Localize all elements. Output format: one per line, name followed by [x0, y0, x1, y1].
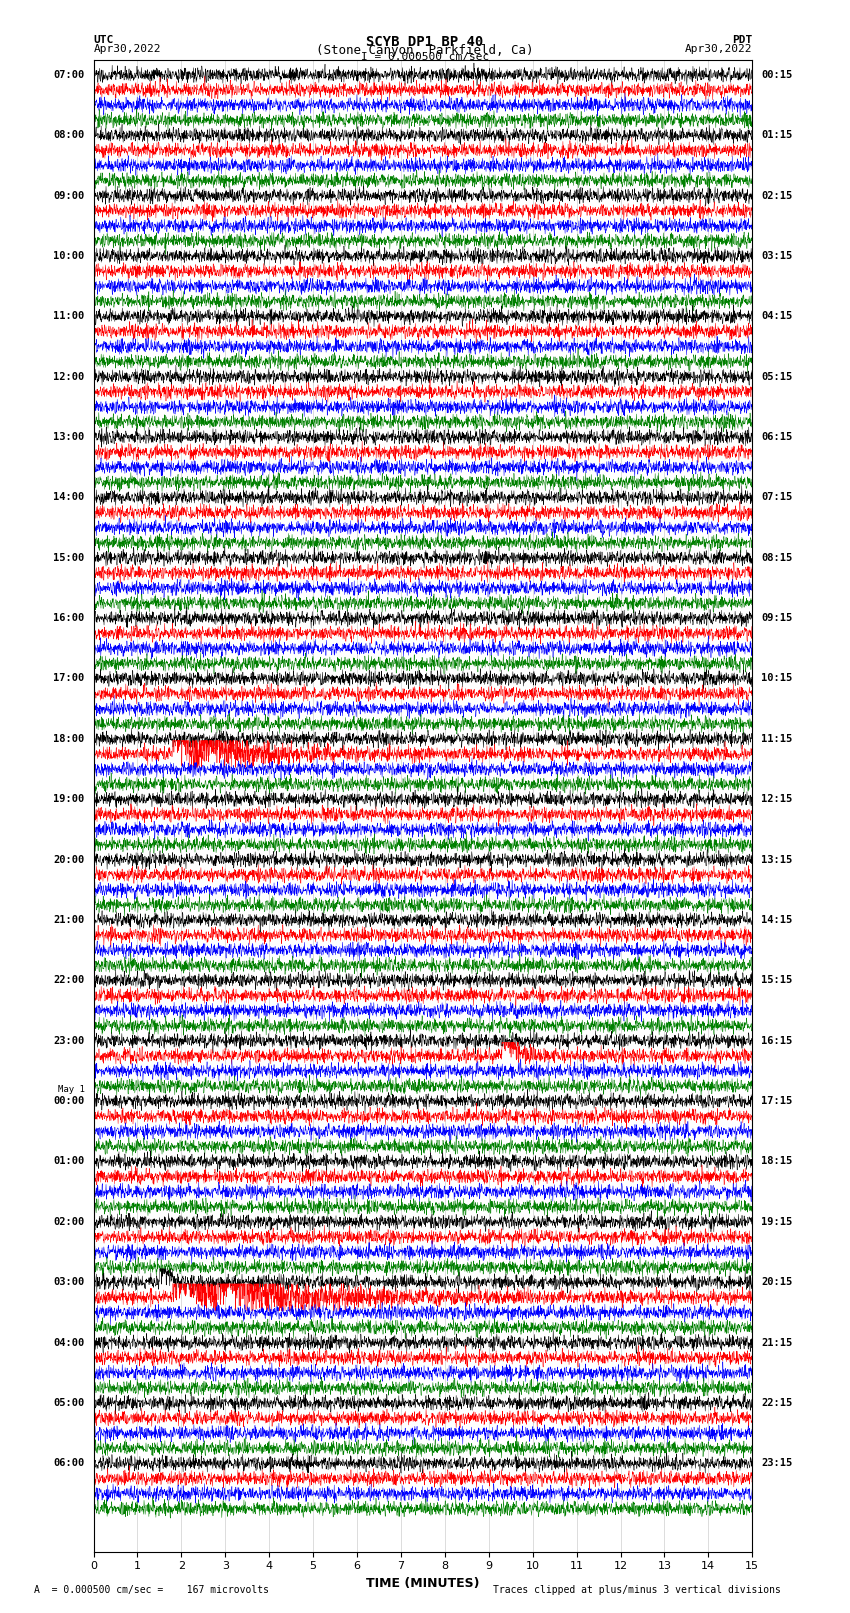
Text: 00:00: 00:00 — [54, 1097, 85, 1107]
Text: 05:15: 05:15 — [761, 371, 792, 382]
X-axis label: TIME (MINUTES): TIME (MINUTES) — [366, 1578, 479, 1590]
Text: 11:15: 11:15 — [761, 734, 792, 744]
Text: 02:15: 02:15 — [761, 190, 792, 200]
Text: 21:00: 21:00 — [54, 915, 85, 924]
Text: 13:00: 13:00 — [54, 432, 85, 442]
Text: 23:00: 23:00 — [54, 1036, 85, 1045]
Text: 18:15: 18:15 — [761, 1157, 792, 1166]
Text: 06:00: 06:00 — [54, 1458, 85, 1468]
Text: 04:15: 04:15 — [761, 311, 792, 321]
Text: 03:15: 03:15 — [761, 252, 792, 261]
Text: 00:15: 00:15 — [761, 69, 792, 79]
Text: 09:00: 09:00 — [54, 190, 85, 200]
Text: 14:15: 14:15 — [761, 915, 792, 924]
Text: Apr30,2022: Apr30,2022 — [685, 44, 752, 53]
Text: 11:00: 11:00 — [54, 311, 85, 321]
Text: 23:15: 23:15 — [761, 1458, 792, 1468]
Text: 13:15: 13:15 — [761, 855, 792, 865]
Text: UTC: UTC — [94, 35, 114, 45]
Text: 02:00: 02:00 — [54, 1216, 85, 1227]
Text: 17:00: 17:00 — [54, 674, 85, 684]
Text: 14:00: 14:00 — [54, 492, 85, 502]
Text: 15:00: 15:00 — [54, 553, 85, 563]
Text: PDT: PDT — [732, 35, 752, 45]
Text: 01:15: 01:15 — [761, 131, 792, 140]
Text: 09:15: 09:15 — [761, 613, 792, 623]
Text: 10:15: 10:15 — [761, 674, 792, 684]
Text: 03:00: 03:00 — [54, 1277, 85, 1287]
Text: 16:15: 16:15 — [761, 1036, 792, 1045]
Text: May 1: May 1 — [58, 1084, 85, 1094]
Text: (Stone Canyon, Parkfield, Ca): (Stone Canyon, Parkfield, Ca) — [316, 44, 534, 56]
Text: 01:00: 01:00 — [54, 1157, 85, 1166]
Text: 05:00: 05:00 — [54, 1398, 85, 1408]
Text: 08:00: 08:00 — [54, 131, 85, 140]
Text: 08:15: 08:15 — [761, 553, 792, 563]
Text: 19:15: 19:15 — [761, 1216, 792, 1227]
Text: 12:15: 12:15 — [761, 794, 792, 805]
Text: 10:00: 10:00 — [54, 252, 85, 261]
Text: SCYB DP1 BP 40: SCYB DP1 BP 40 — [366, 35, 484, 48]
Text: 06:15: 06:15 — [761, 432, 792, 442]
Text: 20:00: 20:00 — [54, 855, 85, 865]
Text: 22:15: 22:15 — [761, 1398, 792, 1408]
Text: 15:15: 15:15 — [761, 976, 792, 986]
Text: Apr30,2022: Apr30,2022 — [94, 44, 161, 53]
Text: A  = 0.000500 cm/sec =    167 microvolts: A = 0.000500 cm/sec = 167 microvolts — [34, 1586, 269, 1595]
Text: 17:15: 17:15 — [761, 1097, 792, 1107]
Text: 16:00: 16:00 — [54, 613, 85, 623]
Text: 19:00: 19:00 — [54, 794, 85, 805]
Text: 20:15: 20:15 — [761, 1277, 792, 1287]
Text: 22:00: 22:00 — [54, 976, 85, 986]
Text: 18:00: 18:00 — [54, 734, 85, 744]
Text: I = 0.000500 cm/sec: I = 0.000500 cm/sec — [361, 52, 489, 63]
Text: 12:00: 12:00 — [54, 371, 85, 382]
Text: 07:00: 07:00 — [54, 69, 85, 79]
Text: 07:15: 07:15 — [761, 492, 792, 502]
Text: 21:15: 21:15 — [761, 1337, 792, 1347]
Text: 04:00: 04:00 — [54, 1337, 85, 1347]
Text: Traces clipped at plus/minus 3 vertical divisions: Traces clipped at plus/minus 3 vertical … — [493, 1586, 781, 1595]
